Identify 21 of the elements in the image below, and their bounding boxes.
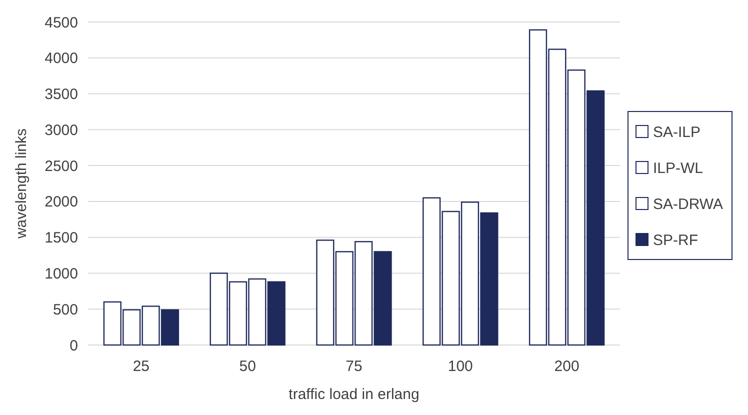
y-axis-title: wavelength links bbox=[13, 128, 30, 240]
legend-label: SP-RF bbox=[653, 232, 698, 249]
y-tick-label: 2500 bbox=[44, 158, 78, 175]
y-tick-label: 500 bbox=[52, 301, 78, 318]
x-tick-label: 50 bbox=[239, 358, 256, 375]
y-tick-label: 3500 bbox=[44, 86, 78, 104]
y-tick-label: 4000 bbox=[44, 50, 78, 68]
y-tick-label: 1500 bbox=[44, 230, 78, 247]
x-tick-label: 25 bbox=[132, 358, 150, 375]
x-tick-label: 200 bbox=[554, 358, 580, 375]
legend-label: ILP-WL bbox=[653, 160, 704, 177]
y-tick-label: 1000 bbox=[44, 265, 78, 282]
y-tick-label: 0 bbox=[70, 337, 78, 354]
legend-label: SA-ILP bbox=[653, 124, 701, 141]
x-tick-label: 100 bbox=[448, 358, 473, 375]
y-tick-label: 3000 bbox=[44, 122, 78, 139]
y-tick-label: 4500 bbox=[44, 14, 78, 32]
x-tick-label: 75 bbox=[346, 358, 362, 375]
y-tick-label: 2000 bbox=[44, 194, 78, 211]
x-axis-title: traffic load in erlang bbox=[288, 386, 420, 403]
legend-label: SA-DRWA bbox=[653, 196, 724, 213]
